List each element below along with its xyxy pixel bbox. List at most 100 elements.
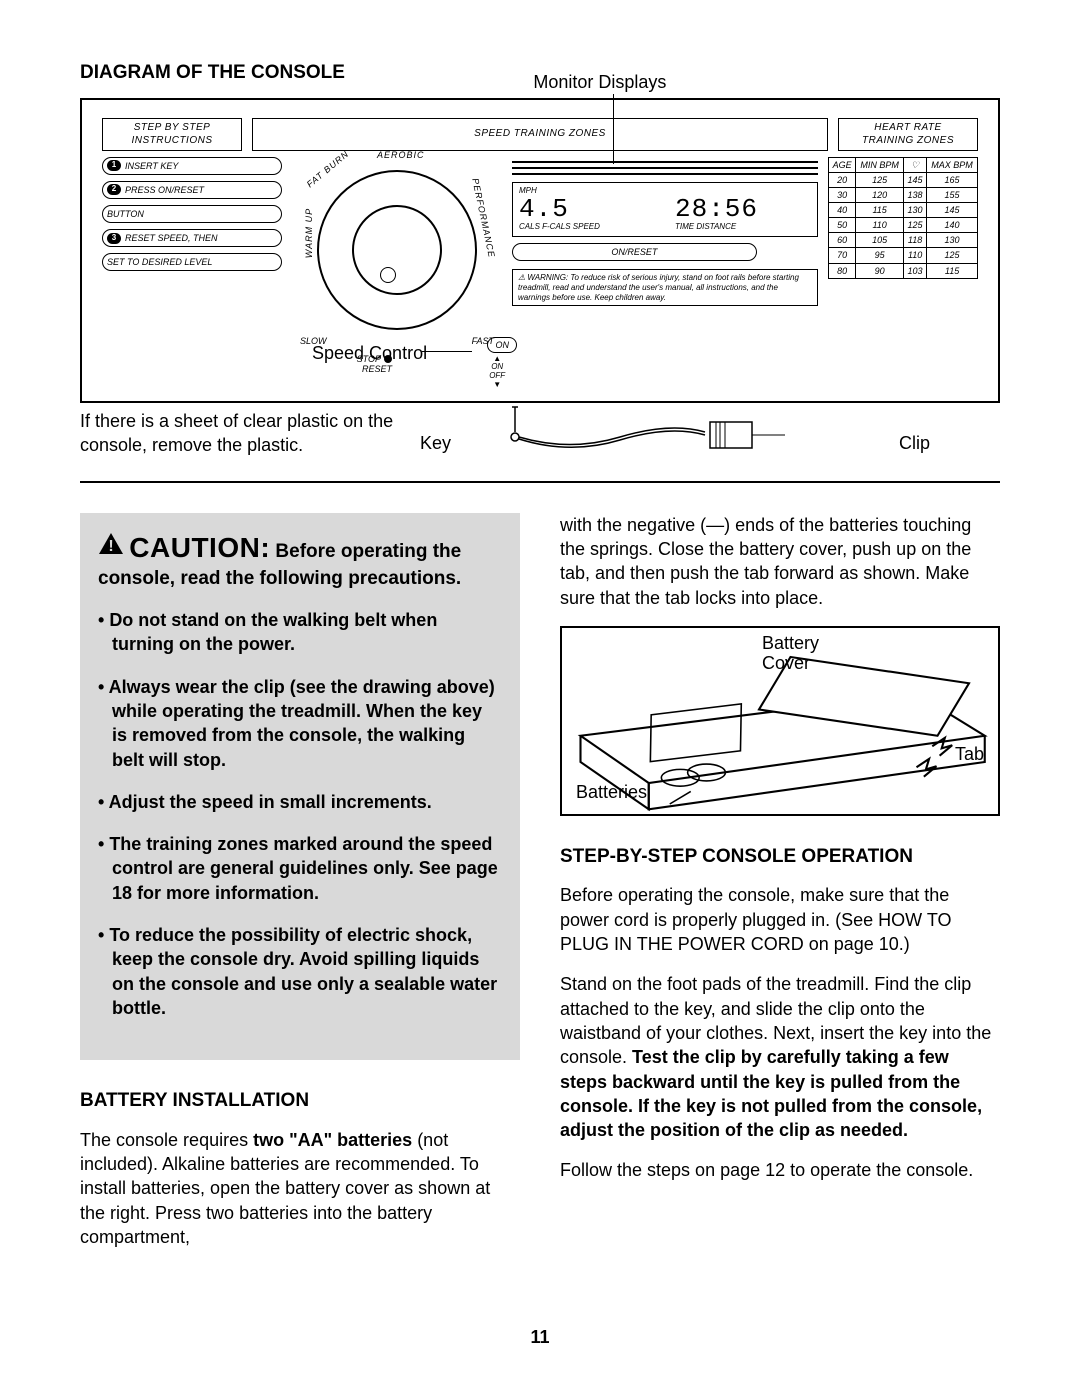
hr-table-row: 60105118130 (829, 233, 978, 248)
instr-text: PRESS ON/RESET (125, 184, 204, 196)
step-heading: STEP-BY-STEP CONSOLE OPERATION (560, 844, 1000, 870)
hr-table-cell: 20 (829, 172, 856, 187)
speed-training-panel: SPEED TRAINING ZONES (252, 118, 828, 151)
battery-cover-label: Battery Cover (762, 634, 819, 674)
monitor-displays-label: Monitor Displays (533, 70, 666, 94)
hr-table-row: 50110125140 (829, 218, 978, 233)
instr-num: 3 (107, 233, 121, 244)
hr-table-cell: 140 (927, 218, 978, 233)
step-by-step-panel: STEP BY STEP INSTRUCTIONS (102, 118, 242, 151)
heart-rate-panel: HEART RATE TRAINING ZONES (838, 118, 978, 151)
instr-text: INSERT KEY (125, 160, 178, 172)
hr-table-cell: 70 (829, 248, 856, 263)
hr-table-cell: 120 (856, 187, 904, 202)
zone-aerobic: AEROBIC (377, 149, 425, 161)
warning-icon: ! (98, 532, 124, 555)
svg-text:!: ! (108, 538, 113, 555)
hr-table-row: 30120138155 (829, 187, 978, 202)
battery-heading: BATTERY INSTALLATION (80, 1088, 520, 1114)
caution-item: Adjust the speed in small increments. (98, 790, 502, 814)
lanyard-icon (510, 397, 790, 457)
caution-list: Do not stand on the walking belt when tu… (98, 608, 502, 1020)
on-button: ON (487, 337, 517, 353)
lcd-label: CALS F-CALS SPEED (519, 222, 655, 233)
clip-label: Clip (899, 431, 930, 455)
hr-table-cell: 165 (927, 172, 978, 187)
page-number: 11 (80, 1325, 1000, 1349)
hr-table-cell: 40 (829, 203, 856, 218)
hr-table-cell: 115 (856, 203, 904, 218)
divider (80, 481, 1000, 483)
hr-table-cell: 125 (856, 172, 904, 187)
caution-box: ! CAUTION: Before operating the console,… (80, 513, 520, 1061)
hr-table-cell: 145 (927, 203, 978, 218)
hr-table-cell: 80 (829, 263, 856, 278)
instr-item: SET TO DESIRED LEVEL (102, 253, 282, 271)
zone-warmup: WARM UP (303, 208, 315, 258)
panel-text: INSTRUCTIONS (132, 134, 213, 148)
hr-table-cell: 50 (829, 218, 856, 233)
hr-table-cell: 130 (904, 203, 927, 218)
hr-table-header: MIN BPM (856, 157, 904, 172)
body-paragraph: with the negative (—) ends of the batter… (560, 513, 1000, 610)
hr-table-header: AGE (829, 157, 856, 172)
on-reset-button: ON/RESET (512, 243, 757, 261)
key-clip-diagram: Key Clip (420, 409, 1000, 469)
hr-table-cell: 30 (829, 187, 856, 202)
body-paragraph: Before operating the console, make sure … (560, 883, 1000, 956)
hr-table-row: 8090103115 (829, 263, 978, 278)
hr-table-cell: 90 (856, 263, 904, 278)
instr-num: 1 (107, 160, 121, 171)
caution-item: The training zones marked around the spe… (98, 832, 502, 905)
hr-table-header: ♡ (904, 157, 927, 172)
hr-table-cell: 118 (904, 233, 927, 248)
right-column: with the negative (—) ends of the batter… (560, 513, 1000, 1266)
instr-text: BUTTON (107, 208, 144, 220)
panel-text: HEART RATE (862, 121, 954, 135)
body-paragraph: Follow the steps on page 12 to operate t… (560, 1158, 1000, 1182)
panel-text: STEP BY STEP (132, 121, 213, 135)
hr-table-row: 20125145165 (829, 172, 978, 187)
leader-line (422, 351, 472, 352)
left-column: ! CAUTION: Before operating the console,… (80, 513, 520, 1266)
hr-table-cell: 110 (856, 218, 904, 233)
hr-table-cell: 145 (904, 172, 927, 187)
display-panel: MPH 4.5 CALS F-CALS SPEED 28:56 TIME DIS… (512, 157, 818, 307)
hr-table-cell: 105 (856, 233, 904, 248)
caution-item: To reduce the possibility of electric sh… (98, 923, 502, 1020)
instr-text: SET TO DESIRED LEVEL (107, 256, 212, 268)
battery-paragraph: The console requires two "AA" batteries … (80, 1128, 520, 1249)
hr-table-cell: 110 (904, 248, 927, 263)
tab-label: Tab (955, 742, 984, 766)
plastic-note: If there is a sheet of clear plastic on … (80, 409, 400, 458)
hr-table-cell: 125 (927, 248, 978, 263)
hr-table-row: 7095110125 (829, 248, 978, 263)
battery-diagram: Battery Cover Batteries Tab (560, 626, 1000, 816)
warning-text: ⚠ WARNING: To reduce risk of serious inj… (512, 269, 818, 306)
instruction-list: 1 INSERT KEY 2 PRESS ON/RESET BUTTON 3RESE… (102, 157, 282, 272)
batteries-label: Batteries (576, 780, 647, 804)
key-label: Key (420, 431, 451, 455)
lcd-row: MPH 4.5 CALS F-CALS SPEED 28:56 TIME DIS… (512, 182, 818, 238)
hr-table: AGEMIN BPM♡MAX BPM 201251451653012013815… (828, 157, 978, 279)
console-diagram: Monitor Displays STEP BY STEP INSTRUCTIO… (80, 98, 1000, 469)
instr-item: 3RESET SPEED, THEN (102, 229, 282, 247)
body-paragraph: Stand on the foot pads of the treadmill.… (560, 972, 1000, 1142)
hr-table-header: MAX BPM (927, 157, 978, 172)
zone-fatburn: FAT BURN (304, 147, 351, 190)
hr-table-row: 40115130145 (829, 203, 978, 218)
caution-item: Always wear the clip (see the drawing ab… (98, 675, 502, 772)
caution-item: Do not stand on the walking belt when tu… (98, 608, 502, 657)
panel-text: TRAINING ZONES (862, 134, 954, 148)
instr-item: 1 INSERT KEY (102, 157, 282, 175)
hr-table-cell: 155 (927, 187, 978, 202)
instr-num: 2 (107, 184, 121, 195)
on-off-label: ▲ONOFF▼ (489, 355, 505, 390)
panel-text: SPEED TRAINING ZONES (474, 125, 606, 143)
hr-table-cell: 60 (829, 233, 856, 248)
hr-table-cell: 115 (927, 263, 978, 278)
instr-item: BUTTON (102, 205, 282, 223)
hr-table-cell: 125 (904, 218, 927, 233)
hr-table-cell: 95 (856, 248, 904, 263)
hr-table-cell: 103 (904, 263, 927, 278)
